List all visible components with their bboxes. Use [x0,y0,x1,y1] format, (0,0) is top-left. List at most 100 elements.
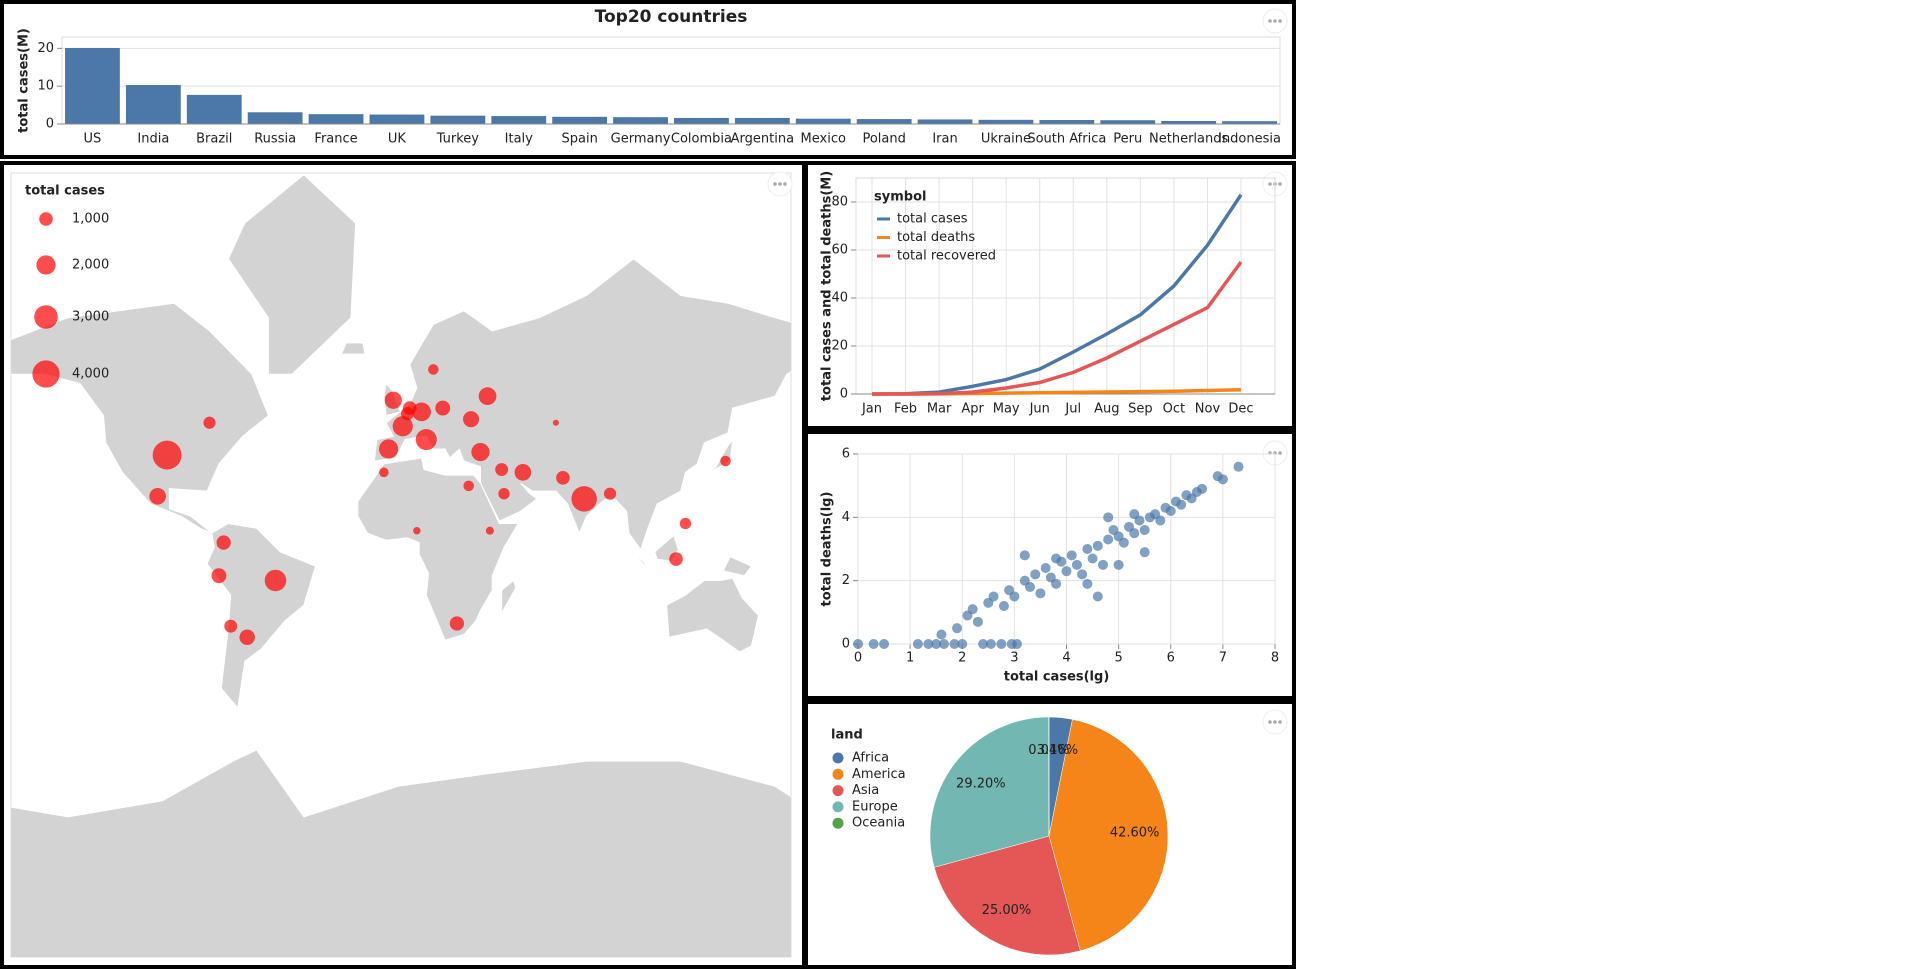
plot-frame [61,36,1281,125]
scatter-point [879,639,890,649]
scatter-point [1139,547,1150,558]
bubble [556,471,570,485]
legend-label: Oceania [852,816,905,831]
scatter-point [1092,591,1103,602]
pie-label: 3.16% [1037,743,1078,758]
x-tick-label: 5 [1114,651,1122,666]
legend-label: Asia [852,783,879,798]
x-tick-label: Jan [861,402,882,417]
land-shape [11,302,270,534]
bubble [471,442,490,462]
bubble [435,400,451,416]
x-tick-label: UK [388,132,407,147]
bubble [400,407,414,421]
menu-button[interactable] [1262,709,1288,735]
x-tick-label: Jul [1064,402,1081,417]
scatter-point [912,639,923,649]
scatter-point [1066,550,1077,561]
scatter-point [1061,566,1072,577]
bar [65,47,120,124]
panel-border [0,0,1296,159]
y-axis-title: total cases and total deaths(M) [820,171,835,401]
pie-slice [1048,719,1169,952]
bubble [264,569,287,592]
bubble [203,416,216,429]
x-tick-label: Italy [505,132,534,147]
bubble [495,463,509,477]
y-tick-label: 60 [831,243,848,258]
x-tick-label: 2 [958,651,966,666]
panel-border [804,700,1296,969]
menu-button[interactable] [1262,8,1288,34]
scatter-point [1051,578,1062,589]
scatter-point [972,616,983,627]
legend-symbol [39,212,53,226]
land-shape [722,556,753,577]
scatter-point [1011,639,1022,649]
scatter-point [996,639,1007,649]
land-shape [666,577,760,653]
scatter-point [936,629,947,640]
scatter-point [1176,499,1187,510]
scatter-point [1051,553,1062,564]
menu-dot [1273,720,1277,724]
menu-dot [783,182,787,186]
x-tick-label: Spain [561,132,597,147]
y-tick-label: 40 [831,291,848,306]
bubble [216,535,231,550]
scatter-point [1077,569,1088,580]
scatter-point [1071,559,1082,570]
legend-label: Africa [852,751,889,766]
legend-symbol [34,305,58,329]
legend-label: 1,000 [72,212,109,227]
bar [856,119,912,124]
panel-border [804,161,1296,430]
scatter-point [985,639,996,649]
bar [674,117,729,124]
bubble [462,411,480,428]
bubble [478,387,497,406]
scatter-point [1103,512,1114,523]
x-tick-label: Mar [927,402,952,417]
bar [917,119,973,124]
x-tick-label: Turkey [436,132,480,147]
bar [978,119,1034,124]
bubble [514,464,532,481]
menu-dot [1278,720,1282,724]
bubble [428,364,439,375]
legend-title: symbol [874,190,926,205]
x-tick-label: 1 [906,651,914,666]
bar [795,118,851,124]
scatter-point [1035,588,1046,599]
scatter-point [1087,553,1098,564]
bubble [392,416,413,437]
land-shape [227,174,357,375]
y-tick-label: 0 [842,637,850,652]
x-tick-label: Mexico [801,132,846,147]
scatter-point [1113,559,1124,570]
map-bubbles [149,364,731,646]
x-tick-label: 0 [854,651,862,666]
x-tick-label: Indonesia [1218,132,1281,147]
menu-dot [1278,19,1282,23]
scatter-point [998,601,1009,611]
scatter-point [1197,483,1208,494]
pie-slice [933,835,1081,956]
bar [369,114,425,124]
x-tick-label: Poland [862,132,905,147]
scatter-point [1025,582,1036,592]
x-tick-label: Apr [961,402,984,417]
x-tick-label: Iran [932,132,957,147]
legend-symbol [832,801,844,813]
scatter-point [952,623,963,634]
scatter-point [868,639,879,649]
legend-label: total cases [897,212,968,227]
scatter-point [978,639,989,649]
land-shape [357,457,520,641]
scatter-point [1092,540,1103,551]
line-series [872,260,1243,396]
scatter-point [1129,509,1140,520]
menu-button[interactable] [767,171,793,197]
bubble [415,429,437,451]
